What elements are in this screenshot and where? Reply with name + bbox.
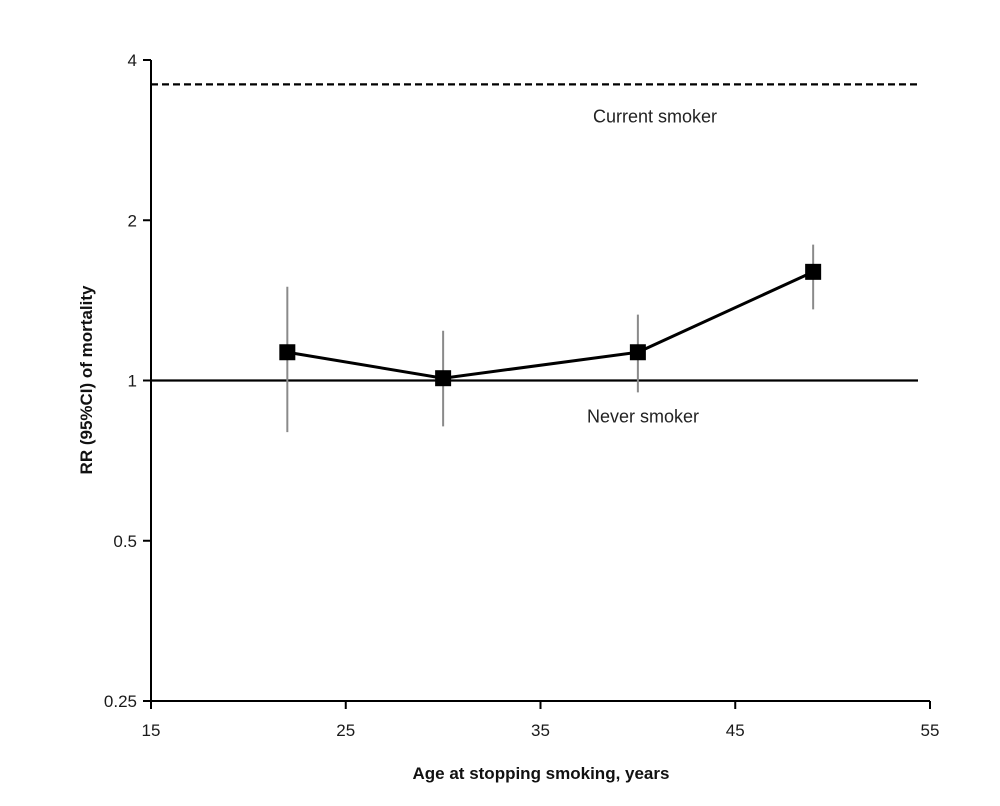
x-tick-label: 25 xyxy=(336,721,355,740)
data-layer xyxy=(279,244,822,433)
y-tick-label: 2 xyxy=(128,211,137,230)
x-tick-label: 55 xyxy=(921,721,940,740)
data-point-marker xyxy=(435,370,452,387)
reference-lines-layer: Current smoker Never smoker xyxy=(151,83,918,427)
text-layer: Age at stopping smoking, years RR (95%CI… xyxy=(77,285,669,783)
never-smoker-label: Never smoker xyxy=(587,407,699,427)
x-axis-title: Age at stopping smoking, years xyxy=(413,764,670,783)
y-tick-label: 1 xyxy=(128,372,137,391)
data-point-marker xyxy=(629,344,646,361)
x-tick-label: 45 xyxy=(726,721,745,740)
data-point-marker xyxy=(279,344,296,361)
x-tick-label: 35 xyxy=(531,721,550,740)
data-point-marker xyxy=(805,263,822,280)
current-smoker-label: Current smoker xyxy=(593,106,717,126)
y-tick-label: 0.25 xyxy=(104,692,137,711)
y-axis-title: RR (95%CI) of mortality xyxy=(77,285,96,474)
series-line xyxy=(287,270,814,380)
x-tick-label: 15 xyxy=(142,721,161,740)
y-tick-label: 0.5 xyxy=(113,532,137,551)
axes-layer: 0.25 0.5 1 2 4 15 25 35 45 55 xyxy=(104,51,940,740)
y-tick-label: 4 xyxy=(128,51,137,70)
